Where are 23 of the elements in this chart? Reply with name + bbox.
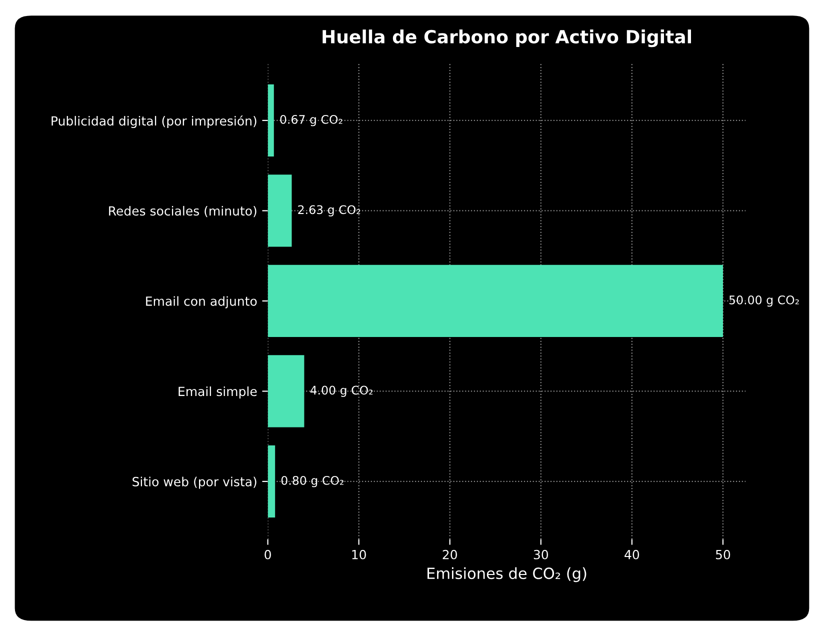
- x-tick-label: 40: [624, 550, 640, 560]
- data-label: 50.00 g CO₂: [729, 295, 799, 307]
- data-label: 0.67 g CO₂: [280, 114, 342, 126]
- x-axis-title: Emisiones de CO₂ (g): [428, 567, 586, 582]
- bar: [268, 355, 304, 428]
- bar: [268, 84, 274, 157]
- data-label: 2.63 g CO₂: [298, 205, 360, 216]
- y-tick-label: Email simple: [178, 386, 257, 399]
- x-tick-label: 30: [534, 550, 548, 560]
- y-tick-label: Email con adjunto: [146, 296, 257, 308]
- data-label: 4.00 g CO₂: [310, 386, 373, 397]
- bar: [268, 445, 276, 518]
- x-tick-label: 0: [264, 550, 271, 560]
- y-tick-label: Sitio web (por vista): [132, 476, 256, 489]
- bar: [268, 264, 723, 338]
- x-tick-label: 50: [716, 550, 730, 560]
- x-tick-label: 10: [352, 550, 366, 560]
- y-tick-label: Redes sociales (minuto): [109, 206, 256, 218]
- x-tick-label: 20: [442, 550, 457, 560]
- bar: [268, 174, 292, 247]
- y-tick-label: Publicidad digital (por impresión): [52, 115, 256, 128]
- data-label: 0.80 g CO₂: [281, 476, 344, 488]
- chart-title: Huella de Carbono por Activo Digital: [322, 30, 691, 48]
